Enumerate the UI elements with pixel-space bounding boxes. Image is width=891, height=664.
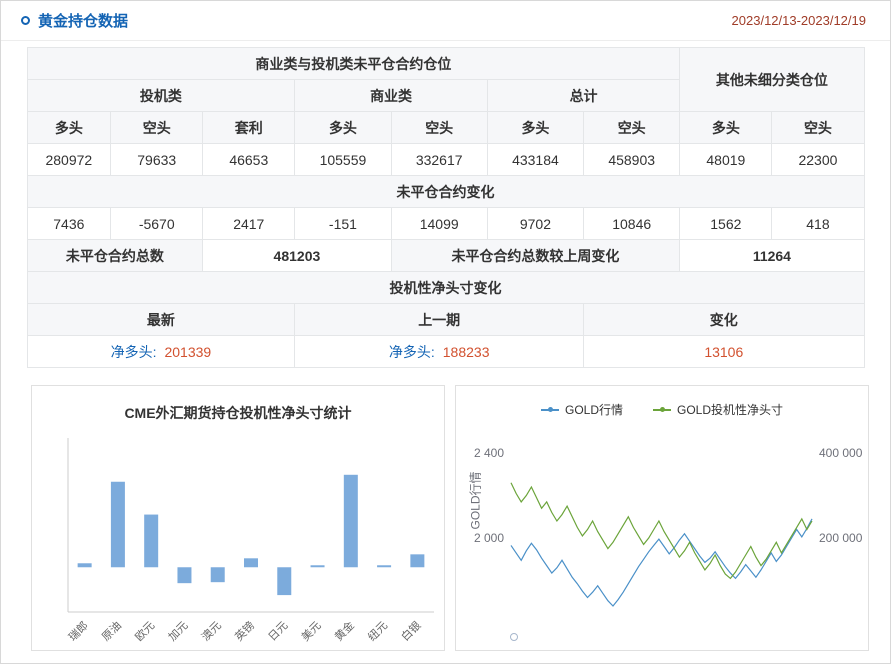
change-value: 10846 bbox=[583, 207, 681, 240]
legend-label-gold-net-position: GOLD投机性净头寸 bbox=[677, 403, 784, 417]
col-header-spread: 套利 bbox=[202, 111, 296, 144]
total-open-interest-value: 481203 bbox=[202, 239, 392, 272]
changes-row: 7436 -5670 2417 -151 14099 9702 10846 15… bbox=[26, 207, 865, 240]
page-title: 黄金持仓数据 bbox=[38, 13, 129, 30]
svg-text:2 000: 2 000 bbox=[474, 531, 504, 545]
group-header-main: 商业类与投机类未平仓合约仓位 bbox=[26, 47, 681, 80]
legend-item-gold-price[interactable]: GOLD行情 bbox=[540, 401, 623, 418]
col-header-short: 空头 bbox=[583, 111, 681, 144]
svg-text:黄金: 黄金 bbox=[331, 618, 356, 643]
svg-text:400 000: 400 000 bbox=[819, 446, 863, 460]
net-previous-value: 188233 bbox=[442, 343, 490, 360]
svg-text:日元: 日元 bbox=[266, 620, 290, 644]
svg-text:澳元: 澳元 bbox=[199, 619, 224, 644]
net-latest-label: 净多头: bbox=[110, 343, 157, 360]
category-commercial: 商业类 bbox=[294, 79, 488, 112]
position-value: 105559 bbox=[294, 143, 392, 176]
bar-chart-panel: CME外汇期货持仓投机性净头寸统计 瑞郎 原油 欧元 加元 澳元 英镑 日元 美元 黄金 纽元 白银 bbox=[31, 385, 445, 651]
col-header-short: 空头 bbox=[110, 111, 204, 144]
net-previous-label: 净多头: bbox=[388, 343, 435, 360]
weekly-change-label: 未平仓合约总数较上周变化 bbox=[390, 239, 681, 272]
total-open-interest-label: 未平仓合约总数 bbox=[26, 239, 204, 272]
change-value: 1562 bbox=[679, 207, 773, 240]
category-speculative: 投机类 bbox=[26, 79, 296, 112]
page-header: 黄金持仓数据 2023/12/13-2023/12/19 bbox=[1, 1, 890, 41]
slider-handle-icon[interactable] bbox=[510, 633, 518, 641]
net-latest-cell: 净多头: 201339 bbox=[26, 335, 296, 368]
col-header-long: 多头 bbox=[486, 111, 585, 144]
title-bullet-icon bbox=[21, 16, 30, 25]
svg-text:英镑: 英镑 bbox=[232, 618, 257, 643]
position-value: 48019 bbox=[679, 143, 773, 176]
positions-table: 商业类与投机类未平仓合约仓位 其他未细分类仓位 投机类 商业类 总计 多头 空头… bbox=[26, 47, 865, 368]
net-latest-value: 201339 bbox=[164, 343, 212, 360]
net-section-title: 投机性净头寸变化 bbox=[26, 271, 865, 304]
net-header-change: 变化 bbox=[583, 303, 865, 336]
change-section-title: 未平仓合约变化 bbox=[26, 175, 865, 208]
legend-item-gold-net-position[interactable]: GOLD投机性净头寸 bbox=[653, 401, 783, 418]
svg-text:美元: 美元 bbox=[299, 619, 324, 644]
position-value: 332617 bbox=[390, 143, 488, 176]
net-previous-cell: 净多头: 188233 bbox=[294, 335, 585, 368]
date-range: 2023/12/13-2023/12/19 bbox=[731, 13, 866, 28]
change-value: 7436 bbox=[26, 207, 112, 240]
col-header-long: 多头 bbox=[294, 111, 392, 144]
charts-row: CME外汇期货持仓投机性净头寸统计 瑞郎 原油 欧元 加元 澳元 英镑 日元 美元 黄金 纽元 白银… bbox=[31, 385, 869, 651]
change-value: -5670 bbox=[110, 207, 204, 240]
title-wrap: 黄金持仓数据 bbox=[21, 10, 128, 31]
category-total: 总计 bbox=[486, 79, 681, 112]
change-value: 14099 bbox=[390, 207, 488, 240]
weekly-change-value: 11264 bbox=[679, 239, 865, 272]
col-header-long: 多头 bbox=[679, 111, 773, 144]
svg-text:2 400: 2 400 bbox=[474, 446, 504, 460]
line-chart-panel: GOLD行情 GOLD投机性净头寸 GOLD行情 2 400 2 000 400 0… bbox=[455, 385, 869, 651]
legend-line-icon bbox=[540, 407, 559, 412]
legend-line-icon bbox=[653, 407, 671, 412]
svg-text:瑞郎: 瑞郎 bbox=[65, 618, 90, 643]
position-value: 433184 bbox=[486, 143, 585, 176]
net-change-value: 13106 bbox=[704, 343, 744, 360]
svg-text:200 000: 200 000 bbox=[819, 531, 863, 545]
col-header-short: 空头 bbox=[390, 111, 488, 144]
position-value: 22300 bbox=[771, 143, 865, 176]
positions-row: 280972 79633 46653 105559 332617 433184 … bbox=[26, 143, 865, 176]
svg-text:白银: 白银 bbox=[398, 618, 423, 643]
legend-label-gold-price: GOLD行情 bbox=[564, 403, 623, 417]
net-header-row: 最新 上一期 变化 bbox=[26, 303, 865, 336]
position-value: 458903 bbox=[583, 143, 681, 176]
svg-text:欧元: 欧元 bbox=[133, 619, 158, 644]
position-value: 280972 bbox=[26, 143, 112, 176]
change-value: -151 bbox=[294, 207, 392, 240]
position-value: 46653 bbox=[202, 143, 296, 176]
col-header-long: 多头 bbox=[26, 111, 112, 144]
svg-text:纽元: 纽元 bbox=[365, 618, 390, 643]
line-chart-svg: 2 400 2 000 400 000 200 000 bbox=[474, 446, 863, 607]
svg-text:原油: 原油 bbox=[99, 618, 124, 643]
line-chart-legend: GOLD行情 GOLD投机性净头寸 bbox=[456, 386, 868, 420]
bar-chart-title: CME外汇期货持仓投机性净头寸统计 bbox=[124, 405, 352, 421]
col-header-short: 空头 bbox=[771, 111, 865, 144]
change-value: 418 bbox=[771, 207, 865, 240]
svg-text:加元: 加元 bbox=[166, 619, 191, 644]
net-header-previous: 上一期 bbox=[294, 303, 585, 336]
net-change-cell: 13106 bbox=[583, 335, 865, 368]
change-value: 2417 bbox=[202, 207, 296, 240]
position-value: 79633 bbox=[110, 143, 204, 176]
left-axis-name: GOLD行情 bbox=[468, 471, 483, 530]
column-header-row: 多头 空头 套利 多头 空头 多头 空头 多头 空头 bbox=[26, 111, 865, 144]
net-header-latest: 最新 bbox=[26, 303, 296, 336]
group-header-other: 其他未细分类仓位 bbox=[679, 47, 865, 112]
net-values-row: 净多头: 201339 净多头: 188233 13106 bbox=[26, 335, 865, 368]
bar-chart-svg: 瑞郎 原油 欧元 加元 澳元 英镑 日元 美元 黄金 纽元 白银 bbox=[65, 438, 434, 644]
change-value: 9702 bbox=[486, 207, 585, 240]
